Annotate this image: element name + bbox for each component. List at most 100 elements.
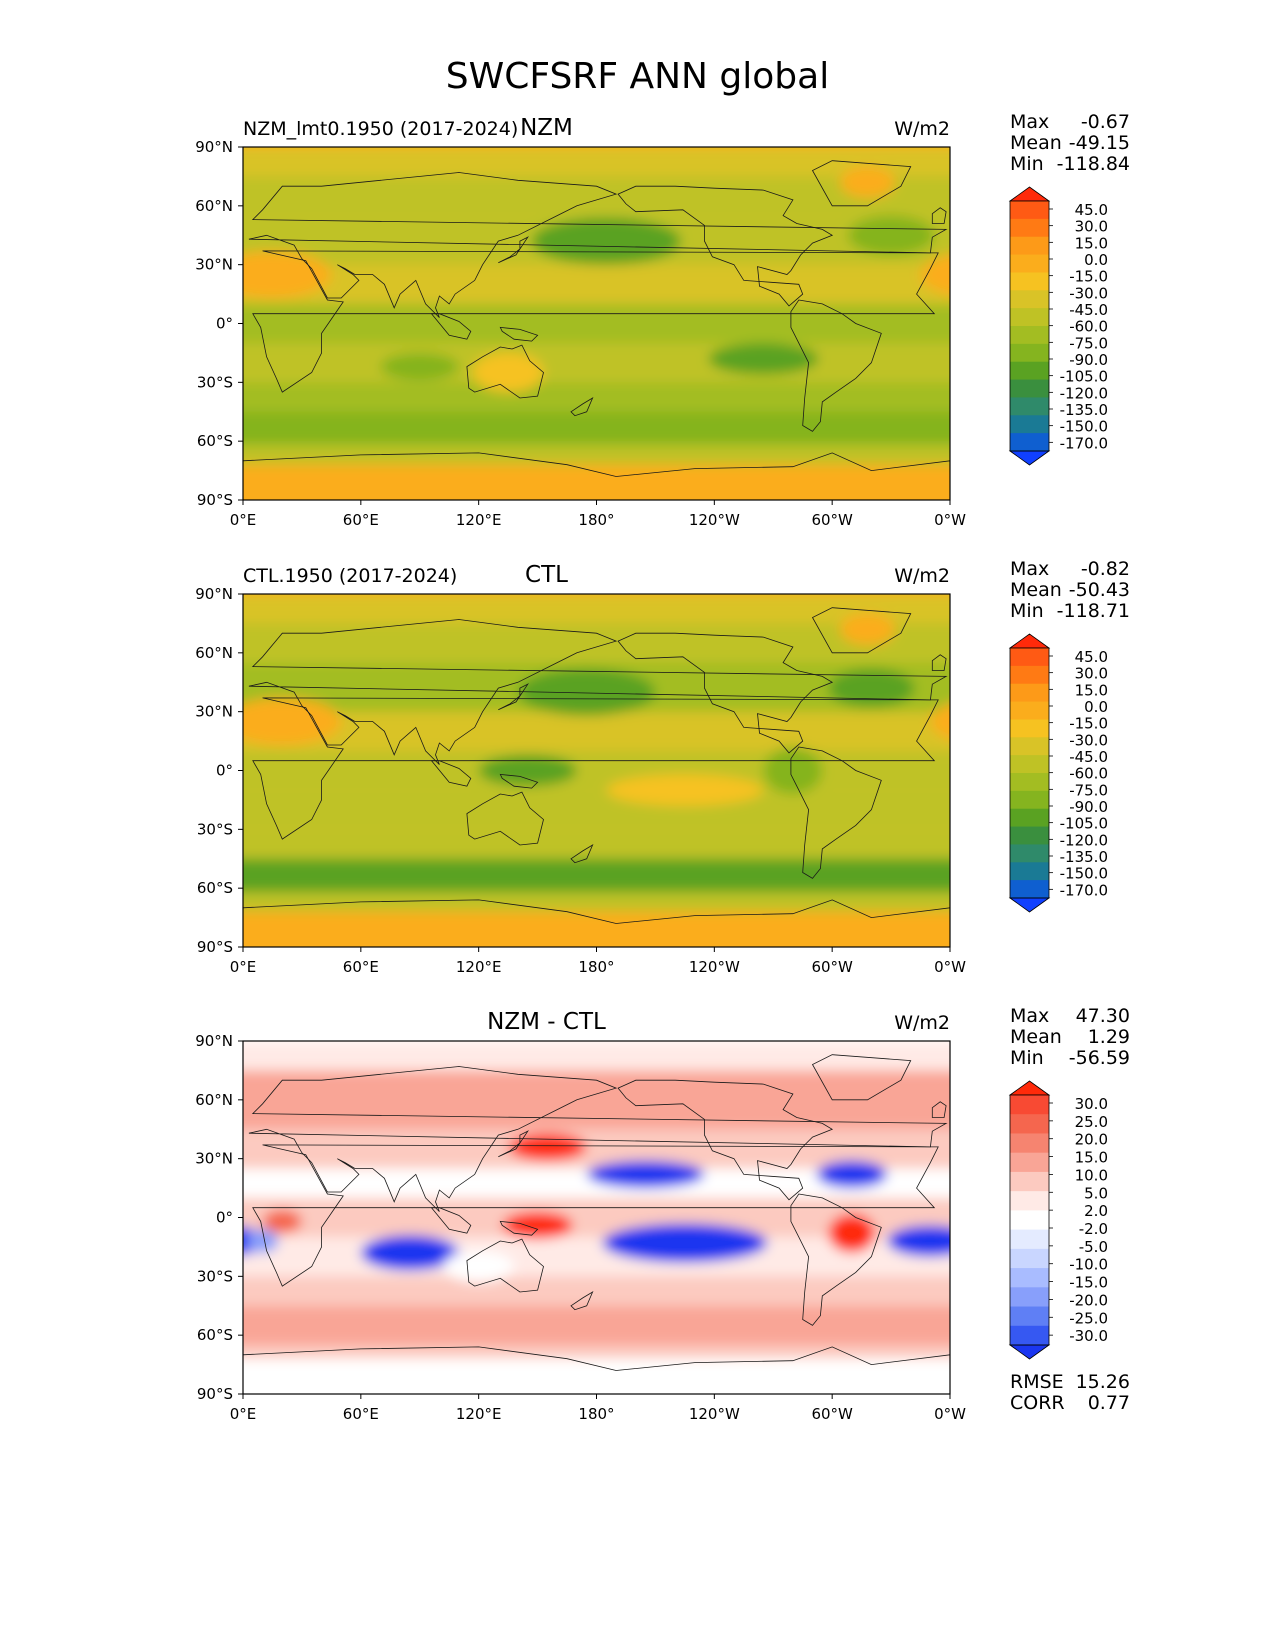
- field-feature: [840, 613, 896, 645]
- colorbar-swatch: [1010, 808, 1049, 828]
- colorbar-extend-max: [1008, 1080, 1051, 1096]
- x-tick-label: 60°W: [811, 1405, 853, 1423]
- field-feature: [840, 166, 896, 198]
- field-feature: [602, 1223, 768, 1263]
- colorbar-tick-label: -150.0: [1060, 865, 1108, 883]
- field-feature: [478, 754, 577, 787]
- coastline: [466, 1238, 544, 1293]
- colorbar-swatch: [1010, 737, 1049, 756]
- colorbar-swatch: [1010, 308, 1049, 327]
- colorbar-extend-max: [1008, 186, 1051, 202]
- colorbar-swatch: [1010, 719, 1049, 738]
- x-tick-label: 180°: [578, 1405, 614, 1423]
- colorbar-swatch: [1010, 272, 1049, 291]
- coastline: [252, 697, 939, 840]
- field-feature: [763, 746, 823, 795]
- colorbar-tick-label: -60.0: [1069, 318, 1108, 336]
- field-feature: [816, 1160, 888, 1189]
- coastline: [931, 654, 947, 671]
- stat-value: -0.82: [1081, 558, 1130, 580]
- colorbar-tick-label: 5.0: [1084, 1184, 1108, 1202]
- coastline: [811, 160, 912, 207]
- y-tick-label: 60°N: [195, 197, 233, 215]
- colorbar-swatch: [1010, 290, 1049, 309]
- field-zone: [243, 911, 950, 947]
- field-zone: [243, 858, 950, 893]
- field-zone: [243, 1276, 950, 1306]
- colorbar-tick-label: -90.0: [1069, 351, 1108, 369]
- x-tick-label: 60°E: [343, 511, 379, 529]
- field-feature: [930, 703, 950, 740]
- panel-units: W/m2: [894, 1012, 950, 1034]
- coastlines: [243, 1054, 950, 1394]
- coastline: [570, 1291, 594, 1311]
- colorbar-swatch: [1010, 1152, 1049, 1173]
- coastline: [248, 619, 948, 765]
- colorbar-tick-label: -10.0: [1069, 1256, 1108, 1274]
- stat-label: Mean: [1010, 1026, 1062, 1048]
- field-feature: [531, 217, 681, 265]
- coastline: [790, 299, 882, 432]
- colorbar-tick-label: -45.0: [1069, 748, 1108, 766]
- coastline: [498, 1130, 529, 1158]
- y-tick-label: 60°N: [195, 1091, 233, 1109]
- coastline: [243, 1346, 950, 1394]
- coastline: [243, 899, 950, 947]
- colorbar-swatch: [1010, 236, 1049, 256]
- stat-value: 15.26: [1076, 1371, 1130, 1393]
- field-zone: [243, 411, 950, 446]
- field-feature: [887, 1225, 950, 1257]
- coastline: [498, 683, 529, 711]
- colorbar-tick-label: -5.0: [1079, 1238, 1108, 1256]
- colorbar-swatch: [1010, 397, 1049, 416]
- field-zone: [243, 750, 950, 791]
- panel-top: 0°E 60°E 120°E 180° 120°W 60°W 0°W 90°N 60°N 30°N…: [195, 111, 1130, 529]
- colorbar-swatch: [1010, 1191, 1049, 1211]
- field-zone: [243, 1344, 950, 1359]
- panel-left-label: CTL.1950 (2017-2024): [243, 565, 457, 587]
- colorbar-tick-label: -105.0: [1060, 368, 1108, 386]
- x-tick-label: 0°W: [934, 958, 966, 976]
- x-tick-label: 120°W: [689, 1405, 740, 1423]
- panel-title: NZM: [520, 115, 573, 141]
- field-zone: [243, 829, 950, 859]
- panel-bottom: 0°E 60°E 120°E 180° 120°W 60°W 0°W 90°N 60°N 30°N…: [195, 1005, 1130, 1423]
- field-zone: [243, 790, 950, 830]
- stat-label: Min: [1010, 600, 1044, 622]
- colorbar-swatch: [1010, 218, 1049, 238]
- colorbar-swatch: [1010, 415, 1049, 434]
- colorbar-tick-label: -15.0: [1069, 1274, 1108, 1292]
- colorbar-tick-label: -90.0: [1069, 798, 1108, 816]
- colorbar-swatch: [1010, 1133, 1049, 1154]
- field-zone: [243, 892, 950, 912]
- colorbar-swatch: [1010, 433, 1049, 452]
- stat-label: Max: [1010, 1005, 1049, 1027]
- coastline: [252, 250, 939, 393]
- coastline: [570, 844, 594, 864]
- coastlines: [243, 607, 950, 947]
- y-tick-label: 90°N: [195, 1032, 233, 1050]
- coastline: [617, 1079, 834, 1201]
- colorbar-frame: [1009, 1094, 1050, 1346]
- y-tick-label: 30°S: [197, 1267, 233, 1285]
- field-feature: [828, 1213, 876, 1253]
- colorbar-swatch: [1010, 773, 1049, 792]
- y-tick-label: 90°N: [195, 585, 233, 603]
- field-zone: [243, 594, 950, 624]
- field-zone: [243, 1305, 950, 1345]
- coastline: [499, 1220, 539, 1236]
- field-zone: [243, 464, 950, 500]
- field-feature: [508, 1133, 587, 1161]
- colorbar-tick-label: 0.0: [1084, 251, 1108, 269]
- coastline: [466, 344, 544, 399]
- colorbar-swatch: [1010, 361, 1049, 381]
- field-feature: [708, 343, 819, 375]
- figure-title: SWCFSRF ANN global: [445, 56, 830, 97]
- coastlines: [243, 160, 950, 500]
- map-field: [243, 147, 950, 500]
- colorbar-tick-label: -20.0: [1069, 1291, 1108, 1309]
- panel-left-label: NZM_lmt0.1950 (2017-2024): [243, 118, 518, 140]
- y-tick-label: 30°N: [195, 1150, 233, 1168]
- coastline: [790, 746, 882, 879]
